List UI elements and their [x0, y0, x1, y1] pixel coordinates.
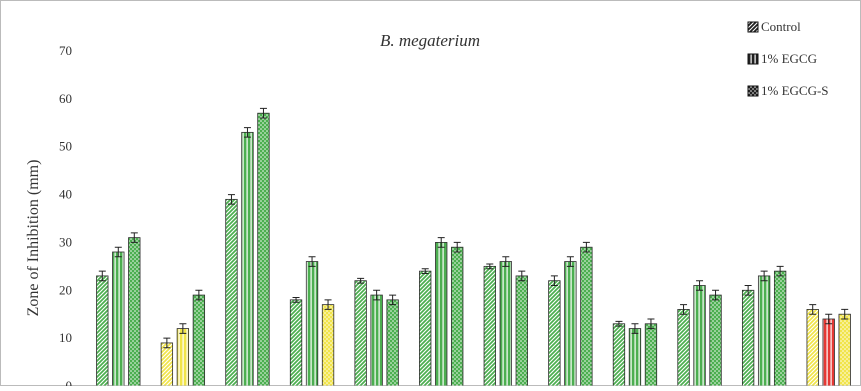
bar — [321, 304, 335, 387]
legend-label: 1% EGCG-S — [761, 83, 829, 98]
error-bar — [582, 241, 590, 253]
error-bar — [680, 304, 688, 315]
bar — [757, 275, 771, 387]
bar — [451, 246, 464, 387]
error-bar — [389, 294, 397, 306]
bar — [160, 342, 174, 387]
bar — [419, 270, 432, 387]
bar — [257, 112, 270, 387]
bar — [225, 198, 238, 387]
error-bar — [98, 270, 106, 282]
error-bar — [809, 304, 817, 315]
error-bar — [631, 323, 639, 334]
error-bar — [615, 320, 623, 327]
bar — [677, 309, 690, 387]
error-bar — [243, 127, 251, 138]
bar — [128, 237, 141, 387]
bar — [612, 323, 626, 387]
bar — [305, 261, 319, 387]
error-bar — [566, 256, 574, 267]
y-tick-label: 70 — [59, 43, 72, 58]
error-bar — [696, 280, 704, 291]
bar — [838, 313, 851, 387]
y-tick-label: 20 — [59, 282, 72, 297]
error-bar — [308, 256, 316, 267]
error-bar — [744, 285, 752, 296]
bar — [289, 299, 303, 387]
bar — [644, 323, 658, 387]
error-bar — [453, 241, 461, 253]
bar — [370, 294, 383, 387]
legend-label: Control — [761, 19, 801, 34]
error-bar — [486, 263, 494, 270]
error-bar — [324, 299, 332, 310]
y-tick-label: 30 — [59, 234, 72, 249]
error-bar — [130, 232, 138, 243]
y-axis: 0 10 20 30 40 50 60 70 — [59, 43, 73, 391]
error-bar — [357, 277, 365, 284]
bar — [628, 328, 642, 387]
error-bar — [227, 194, 235, 205]
error-bar — [259, 107, 267, 119]
bar — [548, 280, 561, 387]
bar — [192, 294, 206, 387]
bars-layer — [96, 107, 851, 387]
y-tick-label: 0 — [66, 378, 73, 386]
error-bar — [502, 256, 510, 267]
legend-swatch — [747, 21, 759, 33]
error-bar — [841, 308, 849, 320]
error-bar — [373, 289, 381, 301]
legend-swatch — [747, 85, 759, 97]
bar — [96, 275, 109, 387]
error-bar — [195, 289, 203, 301]
y-tick-label: 40 — [59, 187, 72, 202]
bar — [693, 285, 706, 387]
bar — [241, 131, 254, 387]
error-bar — [647, 318, 655, 330]
bar — [483, 265, 496, 387]
bar — [354, 280, 367, 387]
y-tick-label: 10 — [59, 330, 72, 345]
error-bar — [825, 313, 833, 325]
error-bar — [292, 296, 300, 303]
bar — [741, 289, 755, 387]
error-bar — [421, 268, 429, 275]
error-bar — [114, 246, 122, 258]
bar — [386, 299, 399, 387]
legend: Control 1% EGCG 1% EGCG-S — [747, 19, 829, 98]
bar — [773, 270, 787, 387]
legend-label: 1% EGCG — [761, 51, 817, 66]
bar — [709, 294, 722, 387]
bar — [580, 246, 593, 387]
error-bar — [518, 270, 526, 282]
error-bar — [179, 323, 187, 334]
bar — [806, 309, 819, 387]
bar — [112, 251, 125, 387]
y-tick-label: 60 — [59, 91, 72, 106]
bar — [822, 318, 835, 387]
error-bar — [776, 265, 784, 277]
error-bar — [550, 275, 558, 286]
bar — [499, 261, 512, 387]
error-bar — [163, 337, 171, 349]
error-bar — [712, 289, 720, 301]
bar — [564, 261, 577, 387]
bar — [515, 275, 528, 387]
error-bar — [760, 270, 768, 282]
bar — [435, 242, 448, 387]
y-tick-label: 50 — [59, 139, 72, 154]
chart-title: B. megaterium — [380, 31, 480, 50]
legend-swatch — [747, 53, 759, 65]
error-bar — [437, 237, 445, 248]
bar — [176, 328, 190, 387]
y-axis-title: Zone of Inhibition (mm) — [25, 160, 42, 317]
